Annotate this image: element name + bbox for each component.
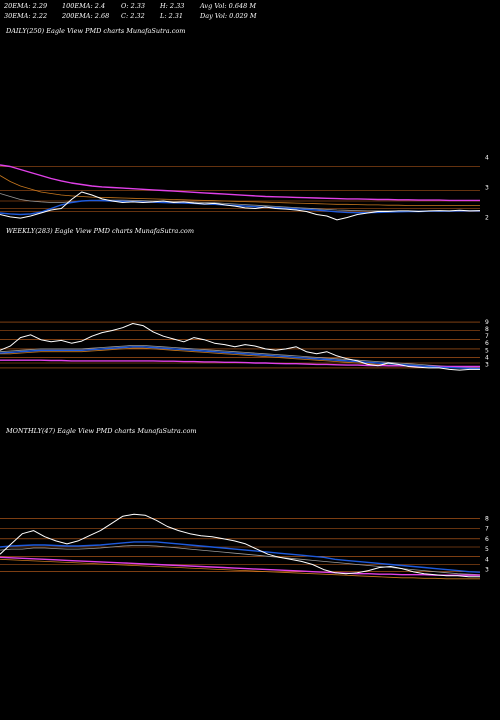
monthly-price-line bbox=[0, 513, 480, 578]
weekly-ema-long-line bbox=[0, 359, 480, 368]
daily-y-tick-label: 4 bbox=[485, 155, 489, 162]
weekly-y-tick-label: 5 bbox=[485, 347, 489, 354]
daily-y-tick-label: 2 bbox=[485, 215, 489, 222]
stat-100ema: 100EMA: 2.4 bbox=[62, 2, 106, 10]
monthly-chart-title: MONTHLY(47) Eagle View PMD charts Munafa… bbox=[6, 427, 197, 435]
weekly-chart-title: WEEKLY(283) Eagle View PMD charts Munafa… bbox=[6, 227, 195, 235]
daily-ema-long-line bbox=[0, 164, 480, 202]
monthly-ema-short-line bbox=[0, 541, 481, 573]
stat-low: L: 2.31 bbox=[160, 12, 184, 20]
weekly-y-tick-label: 8 bbox=[485, 326, 489, 333]
monthly-ma-orange-line bbox=[0, 558, 480, 580]
stat-200ema: 200EMA: 2.68 bbox=[62, 12, 110, 20]
weekly-y-tick-label: 4 bbox=[485, 354, 489, 361]
monthly-ema-long-line bbox=[0, 556, 480, 576]
weekly-y-tick-label: 7 bbox=[485, 333, 489, 340]
stat-day-vol: Day Vol: 0.029 M bbox=[200, 12, 257, 20]
weekly-y-tick-label: 3 bbox=[485, 361, 489, 368]
stat-20ema: 20EMA: 2.29 bbox=[4, 2, 48, 10]
daily-chart-title: DAILY(250) Eagle View PMD charts MunafaS… bbox=[6, 27, 186, 35]
weekly-price-line bbox=[0, 323, 480, 371]
daily-y-tick-label: 3 bbox=[485, 185, 489, 192]
stat-high: H: 2.33 bbox=[160, 2, 185, 10]
weekly-ma-gray-line bbox=[0, 344, 481, 369]
monthly-y-tick-label: 3 bbox=[485, 567, 489, 574]
daily-ma-orange-line bbox=[0, 175, 480, 206]
stat-avg-vol: Avg Vol: 0.648 M bbox=[200, 2, 257, 10]
monthly-y-tick-label: 6 bbox=[485, 536, 489, 543]
monthly-y-tick-label: 7 bbox=[485, 526, 489, 533]
weekly-y-tick-label: 6 bbox=[485, 340, 489, 347]
stat-close: C: 2.32 bbox=[121, 12, 145, 20]
weekly-y-tick-label: 9 bbox=[485, 319, 489, 326]
stat-open: O: 2.33 bbox=[121, 2, 146, 10]
daily-price-line bbox=[0, 191, 481, 221]
monthly-y-tick-label: 5 bbox=[485, 546, 489, 553]
daily-ema-short-line bbox=[0, 199, 480, 216]
monthly-y-tick-label: 8 bbox=[485, 515, 489, 522]
monthly-y-tick-label: 4 bbox=[485, 556, 489, 563]
stat-30ema: 30EMA: 2.22 bbox=[4, 12, 48, 20]
